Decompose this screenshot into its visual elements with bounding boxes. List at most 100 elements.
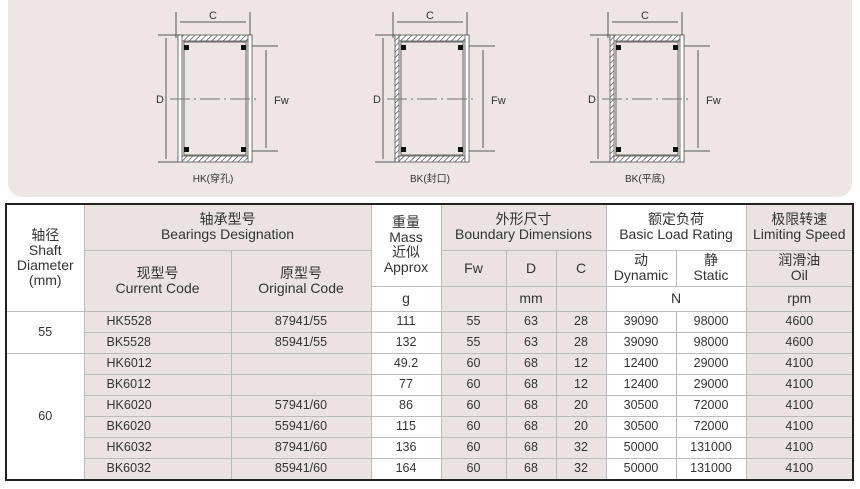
unit-mass: g (370, 285, 442, 312)
static-load: 131000 (675, 436, 747, 459)
bearing-spec-table: 轴径 Shaft Diameter (mm) 轴承型号 Bearings Designa… (5, 203, 855, 481)
mass: 115 (370, 415, 442, 438)
mass: 77 (370, 373, 442, 396)
dynamic-load: 12400 (605, 352, 677, 375)
table-row: BK5528 85941/55 132 55 63 28 39090 98000… (6, 331, 854, 354)
static-load: 98000 (675, 310, 747, 333)
fw: 60 (440, 436, 507, 459)
unit-empty (440, 285, 507, 312)
static-load: 29000 (675, 352, 747, 375)
unit-load: N (605, 285, 747, 312)
current-code: BK6012 (83, 373, 232, 396)
limiting-speed: 4100 (745, 394, 854, 417)
unit-empty (555, 285, 607, 312)
limiting-speed: 4100 (745, 415, 854, 438)
header-mass: 重量 Mass 近似 Approx (370, 203, 442, 287)
c: 28 (555, 310, 607, 333)
d: 68 (505, 415, 557, 438)
header-load: 额定负荷 Basic Load Rating (605, 203, 747, 251)
mass: 132 (370, 331, 442, 354)
fw: 60 (440, 352, 507, 375)
limiting-speed: 4600 (745, 310, 854, 333)
original-code: 87941/55 (230, 310, 372, 333)
c: 28 (555, 331, 607, 354)
table-row: 60 HK6012 49.2 60 68 12 12400 29000 4100 (5, 352, 854, 480)
diagram-label: BK(封口) (410, 172, 450, 185)
c: 12 (555, 373, 607, 396)
mass: 49.2 (370, 352, 442, 375)
bearing-diagram: C D Fw BK(平底) (580, 8, 750, 193)
limiting-speed: 4100 (745, 352, 854, 375)
original-code: 87941/60 (230, 436, 372, 459)
dynamic-load: 30500 (605, 415, 677, 438)
unit-speed: rpm (745, 285, 854, 312)
current-code: HK6012 (83, 352, 232, 375)
fw: 60 (440, 394, 507, 417)
dynamic-load: 30500 (605, 394, 677, 417)
fw: 55 (440, 310, 507, 333)
table-row: HK6020 57941/60 86 60 68 20 30500 72000 … (6, 394, 854, 417)
c: 32 (555, 457, 607, 480)
current-code: HK6032 (83, 436, 232, 459)
shaft-diameter: 60 (5, 352, 85, 480)
header-dynamic: 动 Dynamic (605, 249, 677, 287)
mass: 164 (370, 457, 442, 480)
header-oil: 润滑油 Oil (745, 249, 854, 287)
header-d: D (505, 249, 557, 287)
header-speed: 极限转速 Limiting Speed (745, 203, 854, 251)
dim-fw-label: Fw (274, 95, 289, 107)
dynamic-load: 50000 (605, 436, 677, 459)
header-static: 静 Static (675, 249, 747, 287)
original-code: 57941/60 (230, 394, 372, 417)
dim-fw-label: Fw (491, 95, 506, 107)
table-row: BK6012 77 60 68 12 12400 29000 4100 (6, 373, 854, 396)
dim-c-label: C (209, 10, 217, 22)
header-c: C (555, 249, 607, 287)
current-code: HK5528 (83, 310, 232, 333)
d: 63 (505, 310, 557, 333)
mass: 86 (370, 394, 442, 417)
d: 63 (505, 331, 557, 354)
c: 32 (555, 436, 607, 459)
current-code: BK5528 (83, 331, 232, 354)
header-fw: Fw (440, 249, 507, 287)
bearing-diagram: C D Fw BK(封口) (365, 8, 535, 193)
mass: 111 (370, 310, 442, 333)
header-shaft: 轴径 Shaft Diameter (mm) (5, 203, 85, 312)
unit-dim: mm (505, 285, 557, 312)
diagram-label: HK(穿孔) (193, 172, 234, 185)
dim-c-label: C (426, 10, 434, 22)
static-load: 98000 (675, 331, 747, 354)
static-load: 72000 (675, 394, 747, 417)
dynamic-load: 39090 (605, 310, 677, 333)
dim-d-label: D (156, 94, 164, 106)
dim-c-label: C (641, 10, 649, 22)
dynamic-load: 50000 (605, 457, 677, 480)
dim-fw-label: Fw (706, 95, 721, 107)
c: 20 (555, 415, 607, 438)
fw: 60 (440, 457, 507, 480)
current-code: BK6020 (83, 415, 232, 438)
original-code: 85941/55 (230, 331, 372, 354)
mass: 136 (370, 436, 442, 459)
dim-d-label: D (373, 94, 381, 106)
limiting-speed: 4100 (745, 457, 854, 480)
d: 68 (505, 436, 557, 459)
diagram-label: BK(平底) (625, 172, 665, 185)
fw: 55 (440, 331, 507, 354)
current-code: HK6020 (83, 394, 232, 417)
dim-d-label: D (588, 94, 596, 106)
original-code: 55941/60 (230, 415, 372, 438)
c: 12 (555, 352, 607, 375)
header-designation: 轴承型号 Bearings Designation (83, 203, 372, 251)
d: 68 (505, 394, 557, 417)
original-code (230, 352, 372, 375)
table-row: BK6020 55941/60 115 60 68 20 30500 72000… (6, 415, 854, 438)
dynamic-load: 12400 (605, 373, 677, 396)
dynamic-load: 39090 (605, 331, 677, 354)
header-boundary: 外形尺寸 Boundary Dimensions (440, 203, 607, 251)
original-code: 85941/60 (230, 457, 372, 480)
shaft-diameter: 55 (5, 310, 85, 354)
c: 20 (555, 394, 607, 417)
limiting-speed: 4600 (745, 331, 854, 354)
